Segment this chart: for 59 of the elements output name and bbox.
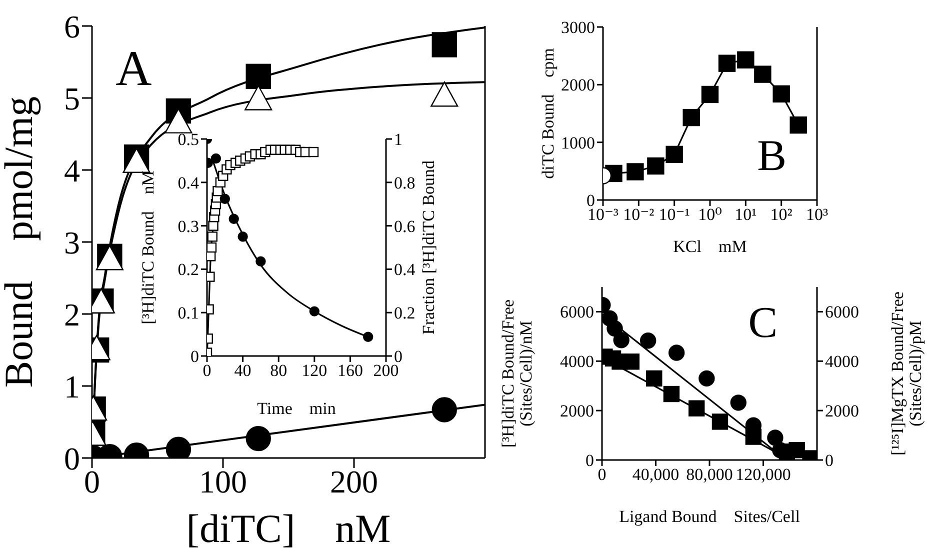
y2-axis-title: [¹²⁵I]MgTX Bound/Free (Sites/Cell)/pM (888, 292, 925, 456)
y2-tick-label: 6000 (825, 302, 859, 322)
y-tick-label: 0 (586, 451, 594, 470)
y-axis-title: diTC Bound cpm (538, 48, 558, 179)
y2-tick-label: 0.4 (394, 260, 416, 280)
x-tick-label: 10⁻¹ (658, 205, 690, 224)
x-axis-title: Ligand Bound Sites/Cell (619, 507, 800, 526)
x-tick-label: 10⁻² (623, 205, 654, 224)
x-axis-title: Time min (257, 399, 336, 418)
y-tick-label: 0.2 (178, 260, 199, 280)
y-tick-label: 0.3 (178, 216, 199, 236)
y-tick-label: 2000 (560, 402, 594, 421)
y-tick-label: 4000 (560, 352, 594, 372)
y2-tick-label: 0.6 (394, 216, 416, 236)
annotation: A (116, 40, 152, 96)
y2-tick-label: 2000 (825, 402, 859, 421)
x-axis-title: KCl mM (673, 237, 747, 256)
y-axis-title: Bound pmol/mg (0, 96, 41, 388)
x-tick-label: 120,000 (736, 465, 791, 484)
x-tick-label: 80 (270, 361, 288, 380)
x-tick-label: 200 (330, 464, 378, 500)
x-axis-title: [diTC] nM (186, 506, 391, 550)
y-tick-label: 6000 (560, 302, 594, 322)
x-tick-label: 100 (199, 464, 247, 500)
x-tick-label: 0 (202, 361, 212, 380)
y2-tick-label: 4000 (825, 352, 859, 372)
x-tick-label: 200 (373, 361, 399, 380)
annotation: B (757, 131, 786, 180)
x-tick-label: 10³ (806, 205, 828, 224)
x-tick-label: 10² (770, 205, 792, 224)
y-tick-label: 6 (64, 8, 80, 44)
y-tick-label: 0.5 (178, 130, 199, 150)
x-tick-label: 10⁰ (698, 205, 722, 224)
y-tick-label: 5 (64, 80, 80, 116)
y-axis-title: [³H]diTC Bound nM (138, 170, 158, 324)
y2-tick-label: 0.8 (394, 173, 416, 192)
y2-tick-label: 0 (825, 451, 834, 470)
x-tick-label: 40,000 (632, 465, 680, 484)
y-tick-label: 4 (64, 152, 80, 188)
y2-tick-label: 0.2 (394, 304, 416, 323)
y-tick-label: 0.4 (178, 173, 200, 192)
y-axis-title: [³H]diTC Bound/Free (Sites/Cell)/nM (498, 299, 536, 448)
annotation: C (748, 298, 778, 347)
y-tick-label: 2 (64, 296, 80, 332)
y2-tick-label: 1 (394, 130, 402, 150)
y-tick-label: 1000 (561, 133, 595, 152)
x-tick-label: 160 (337, 361, 363, 380)
y-tick-label: 1 (64, 368, 80, 404)
y-tick-label: 0.1 (178, 304, 199, 323)
x-tick-label: 80,000 (686, 465, 733, 484)
x-tick-label: 40 (234, 361, 252, 380)
y-tick-label: 3 (64, 224, 80, 260)
x-tick-label: 10⁻³ (587, 205, 619, 224)
y-tick-label: 3000 (561, 18, 595, 38)
x-tick-label: 10¹ (734, 205, 757, 224)
x-tick-label: 120 (302, 361, 328, 380)
y2-axis-title: Fraction [³H]diTC Bound (419, 160, 438, 335)
y-tick-label: 0 (190, 347, 199, 366)
y-tick-label: 2000 (561, 76, 595, 95)
